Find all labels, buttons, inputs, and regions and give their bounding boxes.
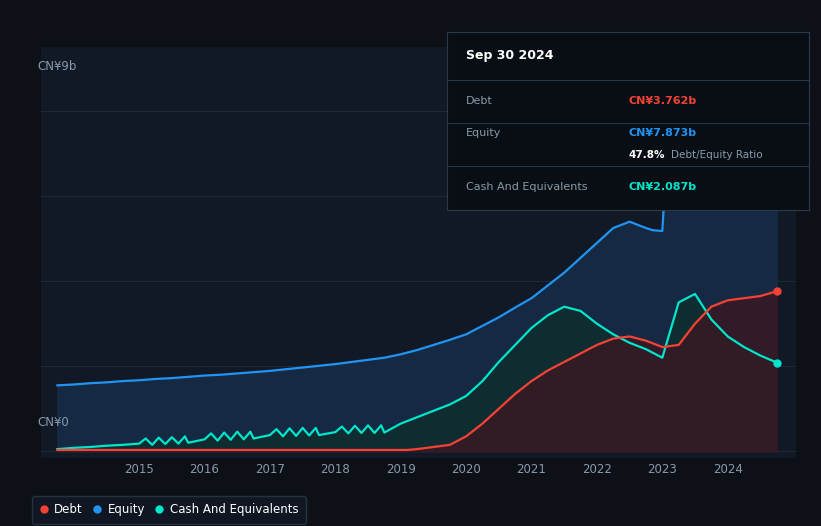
Text: Equity: Equity bbox=[466, 128, 501, 138]
Text: CN¥7.873b: CN¥7.873b bbox=[628, 128, 696, 138]
Text: CN¥2.087b: CN¥2.087b bbox=[628, 182, 696, 192]
Text: CN¥0: CN¥0 bbox=[37, 416, 69, 429]
Text: Debt: Debt bbox=[466, 96, 493, 106]
Legend: Debt, Equity, Cash And Equivalents: Debt, Equity, Cash And Equivalents bbox=[32, 497, 305, 523]
Text: Debt/Equity Ratio: Debt/Equity Ratio bbox=[672, 150, 763, 160]
Text: Cash And Equivalents: Cash And Equivalents bbox=[466, 182, 587, 192]
Text: CN¥9b: CN¥9b bbox=[37, 59, 76, 73]
Text: 47.8%: 47.8% bbox=[628, 150, 664, 160]
Text: Sep 30 2024: Sep 30 2024 bbox=[466, 49, 553, 63]
Text: CN¥3.762b: CN¥3.762b bbox=[628, 96, 696, 106]
